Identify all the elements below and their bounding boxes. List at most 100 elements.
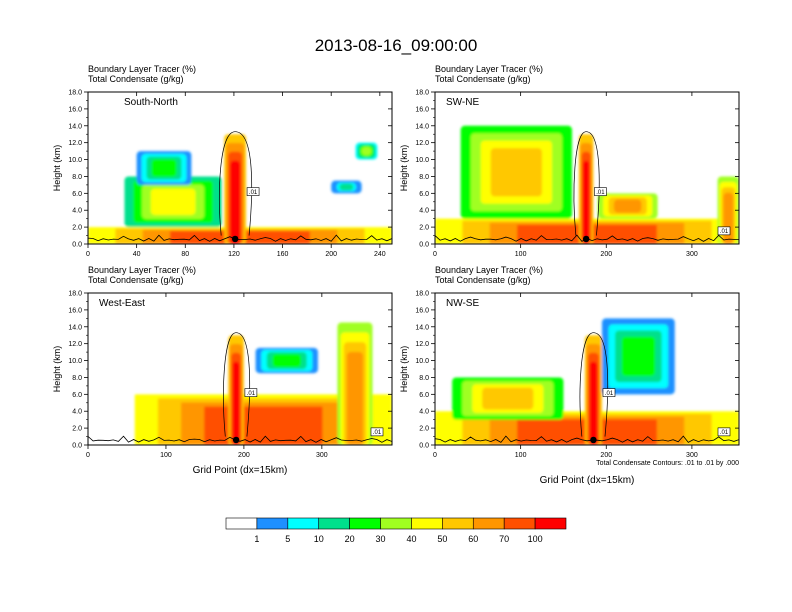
colorbar-label: 10 — [314, 534, 324, 544]
contour-label: .01 — [244, 388, 258, 397]
tracer-level-60 — [613, 199, 642, 213]
terrain — [88, 435, 392, 443]
y-axis-label: Height (km) — [52, 145, 62, 192]
y-tick-label: 6.0 — [419, 191, 429, 198]
tracer-column — [337, 322, 373, 445]
colorbar-box — [318, 517, 350, 530]
y-tick-label: 16.0 — [68, 106, 82, 113]
contour-label-text: .01 — [249, 190, 258, 196]
y-tick-label: 18.0 — [68, 90, 82, 97]
contour-label: .01 — [594, 187, 607, 196]
contour-label-box — [244, 388, 258, 397]
colorbar-label: 5 — [285, 534, 290, 544]
colorbar-box — [411, 517, 443, 530]
y-tick-label: 14.0 — [68, 324, 82, 331]
y-tick-label: 6.0 — [72, 191, 82, 198]
x-tick-label: 160 — [277, 251, 289, 258]
terrain — [435, 435, 739, 443]
contour-label-box — [602, 388, 616, 397]
y-tick-label: 2.0 — [419, 225, 429, 232]
contour-label-box — [246, 187, 260, 196]
contour-label-text: .01 — [605, 391, 614, 397]
colorbar-label: 30 — [376, 534, 386, 544]
y-tick-label: 2.0 — [72, 426, 82, 433]
y-tick-label: 14.0 — [415, 324, 429, 331]
colorbar-box — [349, 517, 381, 530]
y-tick-label: 14.0 — [415, 123, 429, 130]
tracer-column — [224, 134, 247, 244]
panel-header-line: Total Condensate (g/kg) — [435, 74, 531, 84]
y-axis-label: Height (km) — [52, 346, 62, 393]
terrain-line — [88, 435, 392, 443]
tracer-level-60 — [723, 192, 734, 244]
y-tick-label: 0.0 — [72, 242, 82, 249]
colorbar-box — [503, 517, 536, 530]
contour-label: .01 — [717, 427, 731, 437]
tracer-level-20 — [272, 353, 302, 368]
y-tick-label: 16.0 — [415, 307, 429, 314]
y-axis-label: Height (km) — [399, 145, 409, 192]
y-tick-label: 12.0 — [415, 140, 429, 147]
colorbar: 1 5 10 20 30 40 50 60 70 100 — [225, 517, 567, 544]
y-tick-label: 10.0 — [68, 157, 82, 164]
terrain-line — [435, 435, 739, 443]
contour-label-box — [717, 226, 731, 236]
y-tick-label: 6.0 — [72, 392, 82, 399]
contour-label: .01 — [602, 388, 616, 397]
colorbar-label: 70 — [499, 534, 509, 544]
contour-label: .01 — [370, 427, 384, 437]
terrain — [88, 234, 392, 242]
x-tick-label: 240 — [374, 251, 386, 258]
x-tick-label: 40 — [133, 251, 141, 258]
panel-label: West-East — [99, 298, 145, 309]
contour-label-box — [594, 187, 607, 196]
y-tick-label: 2.0 — [419, 426, 429, 433]
tracer-level-40 — [150, 188, 196, 215]
y-tick-label: 10.0 — [415, 157, 429, 164]
y-tick-label: 14.0 — [68, 123, 82, 130]
colorbar-label: 50 — [437, 534, 447, 544]
tracer-plume — [136, 151, 192, 185]
location-marker — [590, 436, 597, 444]
colorbar-label: 20 — [345, 534, 355, 544]
location-marker — [232, 436, 240, 444]
tracer-level-10 — [339, 183, 354, 191]
tracer-field — [435, 318, 739, 445]
colorbar-box — [287, 517, 320, 530]
tracer-field — [134, 322, 392, 445]
panels: .01 0.0 2.0 4.0 6.0 8.0 10.0 12.0 14.0 16.0 18.0 0 4… — [52, 64, 740, 486]
colorbar-box — [380, 517, 412, 530]
tracer-field — [435, 125, 739, 244]
x-tick-label: 0 — [86, 452, 90, 459]
contour-label: .01 — [717, 226, 731, 236]
tracer-plume — [460, 125, 573, 219]
x-tick-label: 300 — [316, 452, 328, 459]
contour-label-text: .01 — [247, 391, 256, 397]
x-tick-label: 80 — [181, 251, 189, 258]
panel-label: SW-NE — [446, 97, 479, 108]
y-tick-label: 12.0 — [415, 341, 429, 348]
y-tick-label: 0.0 — [419, 443, 429, 450]
contour-label-text: .01 — [596, 190, 605, 196]
contour-label-text: .01 — [720, 229, 729, 235]
y-tick-label: 18.0 — [415, 291, 429, 298]
tracer-level-30 — [361, 146, 372, 156]
tracer-blob — [331, 180, 362, 194]
colorbar-label: 1 — [254, 534, 259, 544]
tracer-level-20 — [621, 336, 656, 377]
tracer-level-50 — [490, 148, 542, 197]
y-tick-label: 10.0 — [68, 358, 82, 365]
y-tick-label: 2.0 — [72, 225, 82, 232]
x-axis-label: Grid Point (dx=15km) — [540, 475, 635, 486]
x-tick-label: 100 — [515, 452, 527, 459]
colorbar-label: 100 — [528, 534, 543, 544]
x-tick-label: 300 — [686, 452, 698, 459]
y-tick-label: 18.0 — [415, 90, 429, 97]
x-tick-label: 120 — [228, 251, 240, 258]
y-tick-label: 0.0 — [419, 242, 429, 249]
tracer-column — [584, 335, 602, 445]
x-tick-label: 0 — [433, 251, 437, 258]
y-tick-label: 4.0 — [419, 208, 429, 215]
y-tick-label: 8.0 — [72, 375, 82, 382]
panel-label: NW-SE — [446, 298, 479, 309]
